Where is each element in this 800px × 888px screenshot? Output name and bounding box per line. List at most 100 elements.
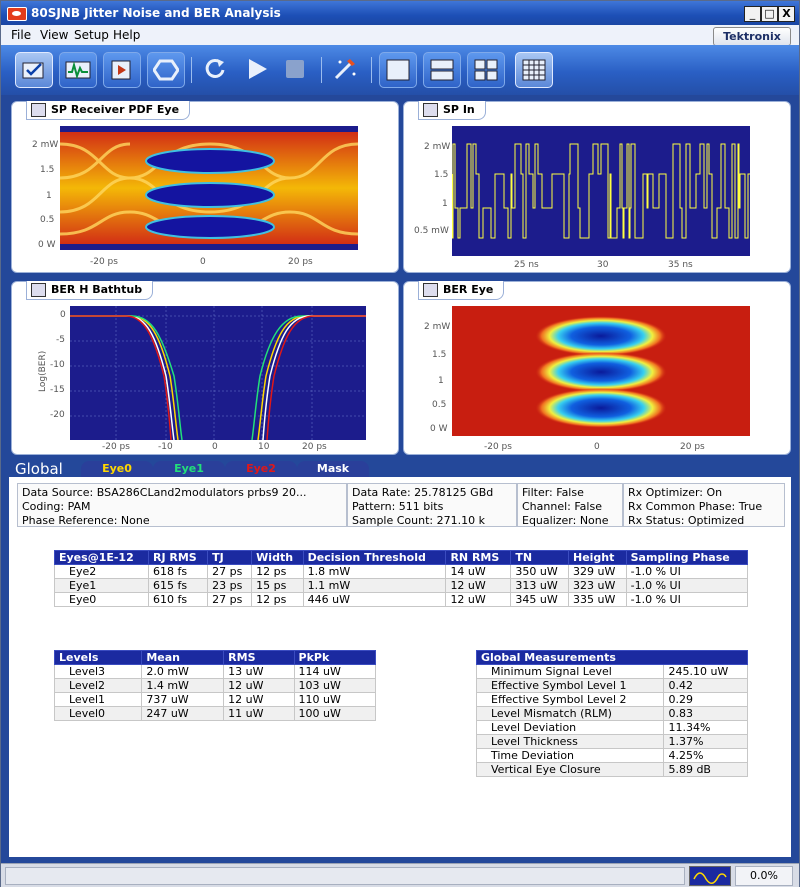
menu-file[interactable]: File [11, 28, 32, 42]
column-header: Eyes@1E-12 [54, 550, 149, 565]
waveform-button[interactable] [59, 52, 97, 88]
sp-in-tab[interactable]: SP In [418, 101, 486, 120]
sp-in-plot[interactable] [452, 126, 750, 256]
x-tick: -20 ps [90, 257, 118, 267]
checklist-button[interactable] [15, 52, 53, 88]
bathtub-tab[interactable]: BER H Bathtub [26, 281, 154, 300]
table-row[interactable]: Level Thickness 1.37% [475, 734, 748, 749]
toolbar-separator [191, 57, 192, 83]
refresh-button[interactable] [197, 52, 233, 86]
toolbar [1, 45, 799, 95]
window-title: 80SJNB Jitter Noise and BER Analysis [31, 6, 281, 20]
export-icon [111, 60, 131, 80]
table-row[interactable]: Level2 1.4 mW 12 uW 103 uW [53, 678, 377, 693]
tab-eye2[interactable]: Eye2 [225, 461, 297, 477]
wizard-icon [334, 59, 356, 80]
column-header: RJ RMS [147, 550, 209, 565]
pdf-eye-panel: SP Receiver PDF Eye [11, 101, 399, 273]
y-tick: 1.5 [432, 350, 447, 360]
export-button[interactable] [103, 52, 141, 88]
menu-view[interactable]: View [40, 28, 69, 42]
column-header: Decision Threshold [302, 550, 447, 565]
table-row[interactable]: Time Deviation 4.25% [475, 748, 748, 763]
column-header: Levels [53, 650, 143, 665]
layout-single-button[interactable] [379, 52, 417, 88]
table-cell: 1.37% [663, 734, 748, 749]
table-row[interactable]: Level0 247 uW 11 uW 100 uW [53, 706, 377, 721]
rx-status-text: Rx Status: Optimized [628, 514, 745, 527]
tab-mask[interactable]: Mask [297, 461, 369, 477]
run-button[interactable] [239, 52, 275, 86]
table-cell: 27 ps [207, 592, 253, 607]
menu-help[interactable]: Help [113, 28, 141, 42]
table-cell: Level2 [53, 678, 143, 693]
sp-in-trace [452, 143, 750, 239]
bathtub-plot[interactable] [70, 306, 366, 440]
table-cell: 323 uW [568, 578, 627, 593]
table-cell: 618 fs [147, 564, 209, 579]
table-cell: 345 uW [510, 592, 569, 607]
panel-menu-icon[interactable] [423, 103, 438, 117]
y-tick: 0 W [38, 240, 56, 250]
table-row[interactable]: Level3 2.0 mW 13 uW 114 uW [53, 664, 377, 679]
info-rx-box: Rx Optimizer: On Rx Common Phase: True R… [623, 483, 785, 527]
table-cell: 12 uW [445, 578, 512, 593]
table-row[interactable]: Effective Symbol Level 1 0.42 [475, 678, 748, 693]
table-row[interactable]: Level Mismatch (RLM) 0.83 [475, 706, 748, 721]
table-row[interactable]: Effective Symbol Level 2 0.29 [475, 692, 748, 707]
table-row[interactable]: Eye0 610 fs 27 ps 12 ps 446 uW 12 uW 345 uW 335… [54, 592, 749, 607]
tab-eye1[interactable]: Eye1 [153, 461, 225, 477]
ber-eye-title: BER Eye [443, 283, 494, 296]
info-source-box: Data Source: BSA286CLand2modulators prbs… [17, 483, 347, 527]
table-cell: 12 ps [251, 564, 304, 579]
layout-single-icon [386, 59, 410, 81]
table-cell: 12 uW [223, 692, 295, 707]
table-cell: Minimum Signal Level [475, 664, 665, 679]
ber-eye-plot[interactable] [452, 306, 750, 436]
menu-bar: File View Setup Help Tektronix [1, 25, 799, 46]
table-cell: 114 uW [293, 664, 377, 679]
data-rate-text: Data Rate: 25.78125 GBd [352, 486, 494, 499]
table-cell: 12 uW [223, 678, 295, 693]
maximize-button[interactable]: □ [761, 6, 778, 22]
pdf-eye-plot[interactable] [60, 126, 358, 250]
minimize-button[interactable]: _ [744, 6, 761, 22]
wizard-button[interactable] [327, 52, 363, 86]
y-tick: 2 mW [32, 140, 59, 150]
layout-grid-button[interactable] [515, 52, 553, 88]
x-tick: 0 [200, 257, 206, 267]
table-row[interactable]: Vertical Eye Closure 5.89 dB [475, 762, 748, 777]
pdf-eye-tab[interactable]: SP Receiver PDF Eye [26, 101, 191, 120]
channel-text: Channel: False [522, 500, 602, 513]
ber-eye-tab[interactable]: BER Eye [418, 281, 505, 300]
hexagon-button[interactable] [147, 52, 185, 88]
table-cell: 11 uW [223, 706, 295, 721]
tab-eye0[interactable]: Eye0 [81, 461, 153, 477]
y-tick: 1 [438, 376, 444, 386]
stop-button[interactable] [277, 52, 313, 86]
table-cell: 11.34% [663, 720, 748, 735]
panel-menu-icon[interactable] [31, 283, 46, 297]
table-row[interactable]: Eye2 618 fs 27 ps 12 ps 1.8 mW 14 uW 350 uW 329… [54, 564, 749, 579]
panel-menu-icon[interactable] [423, 283, 438, 297]
y-tick: -15 [50, 385, 65, 395]
table-cell: 14 uW [445, 564, 512, 579]
sp-in-panel: SP In 2 mW 1.5 1 0.5 mW 25 ns 30 35 ns [403, 101, 791, 273]
menu-setup[interactable]: Setup [74, 28, 109, 42]
panel-menu-icon[interactable] [31, 103, 46, 117]
layout-quad-button[interactable] [467, 52, 505, 88]
y-tick: 2 mW [424, 142, 451, 152]
stop-icon [286, 60, 304, 78]
x-tick: 30 [597, 260, 609, 270]
coding-text: Coding: PAM [22, 500, 91, 513]
close-button[interactable]: X [778, 6, 795, 22]
table-row[interactable]: Level Deviation 11.34% [475, 720, 748, 735]
layout-rows-button[interactable] [423, 52, 461, 88]
y-tick: 0.5 [432, 400, 447, 410]
y-tick: -20 [50, 410, 65, 420]
table-row[interactable]: Level1 737 uW 12 uW 110 uW [53, 692, 377, 707]
table-row[interactable]: Minimum Signal Level 245.10 uW [475, 664, 748, 679]
table-row[interactable]: Eye1 615 fs 23 ps 15 ps 1.1 mW 12 uW 313 uW 323… [54, 578, 749, 593]
filter-text: Filter: False [522, 486, 584, 499]
